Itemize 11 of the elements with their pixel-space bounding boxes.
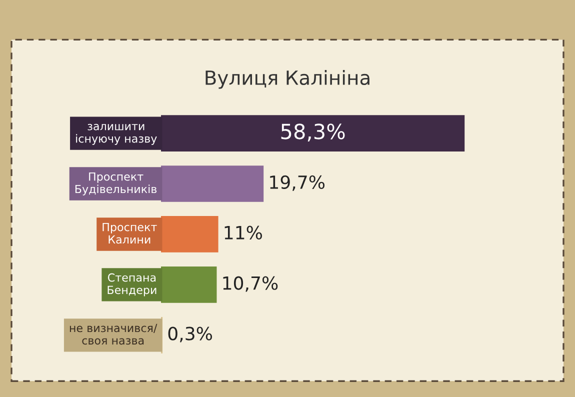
data-label: 58,3% xyxy=(281,124,345,142)
y-tick-label: не визначився/ своя назва xyxy=(70,324,158,345)
data-label: 11% xyxy=(224,226,262,240)
y-tick-label: Проспект Будівельників xyxy=(75,172,157,196)
y-tick-label: Проспект Калини xyxy=(102,222,157,244)
chart-title: Вулиця Калініна xyxy=(206,70,370,89)
data-label: 10,7% xyxy=(223,276,278,292)
data-label: 0,3% xyxy=(168,326,212,342)
y-tick-label: Степана Бендери xyxy=(108,273,156,296)
data-label: 19,7% xyxy=(270,175,325,191)
y-tick-label: залишити існуючу назву xyxy=(76,124,157,145)
